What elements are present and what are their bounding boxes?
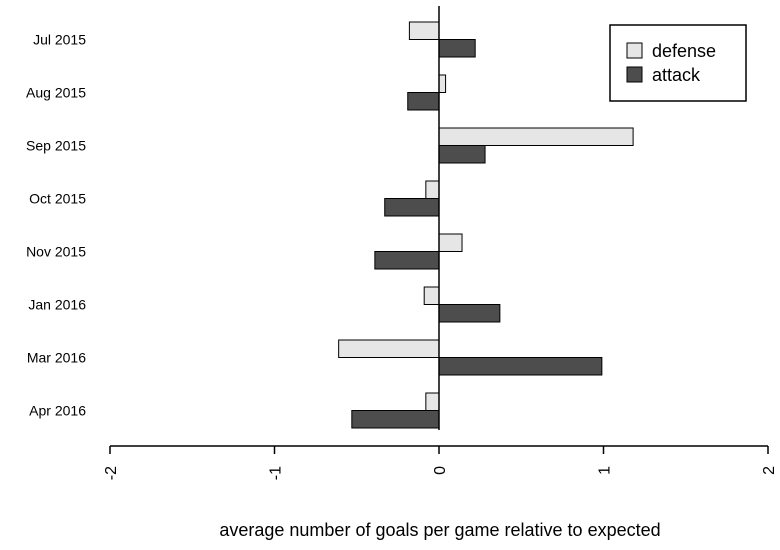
bar-attack-2 (438, 145, 486, 164)
bars-group (338, 21, 634, 429)
category-label-6: Mar 2016 (27, 350, 86, 366)
bar-attack-1 (407, 92, 440, 111)
x-axis-title: average number of goals per game relativ… (219, 520, 660, 540)
category-label-4: Nov 2015 (26, 244, 86, 260)
legend-label-attack: attack (652, 65, 701, 85)
bar-defense-1 (438, 74, 447, 93)
category-label-7: Apr 2016 (29, 403, 86, 419)
category-label-0: Jul 2015 (33, 32, 86, 48)
legend-label-defense: defense (652, 41, 716, 61)
legend: defense attack (609, 24, 747, 102)
x-tick-label-1: -1 (268, 466, 285, 480)
legend-box (609, 24, 747, 102)
bar-defense-2 (438, 127, 634, 146)
legend-swatch-attack (626, 66, 643, 83)
legend-swatch-defense (626, 42, 643, 59)
x-tick-label-2: 0 (432, 466, 449, 475)
bar-attack-0 (438, 39, 476, 58)
category-label-1: Aug 2015 (26, 85, 86, 101)
bar-attack-3 (384, 198, 440, 217)
bar-attack-5 (438, 304, 501, 323)
bar-defense-5 (423, 286, 440, 305)
category-label-5: Jan 2016 (28, 297, 86, 313)
category-label-2: Sep 2015 (26, 138, 86, 154)
bar-defense-3 (425, 180, 440, 199)
x-tick-label-0: -2 (103, 466, 120, 480)
bar-defense-4 (438, 233, 463, 252)
bar-attack-6 (438, 357, 603, 376)
x-tick-label-4: 2 (761, 466, 778, 475)
x-tick-label-3: 1 (597, 466, 614, 475)
x-axis: -2 -1 0 1 2 (103, 445, 778, 480)
bar-defense-0 (408, 21, 440, 40)
bar-defense-6 (338, 339, 440, 358)
category-label-3: Oct 2015 (29, 191, 86, 207)
bar-attack-4 (374, 251, 440, 270)
bar-defense-7 (425, 392, 440, 411)
bar-attack-7 (351, 410, 440, 429)
category-labels: Jul 2015 Aug 2015 Sep 2015 Oct 2015 Nov 2015… (26, 32, 86, 419)
